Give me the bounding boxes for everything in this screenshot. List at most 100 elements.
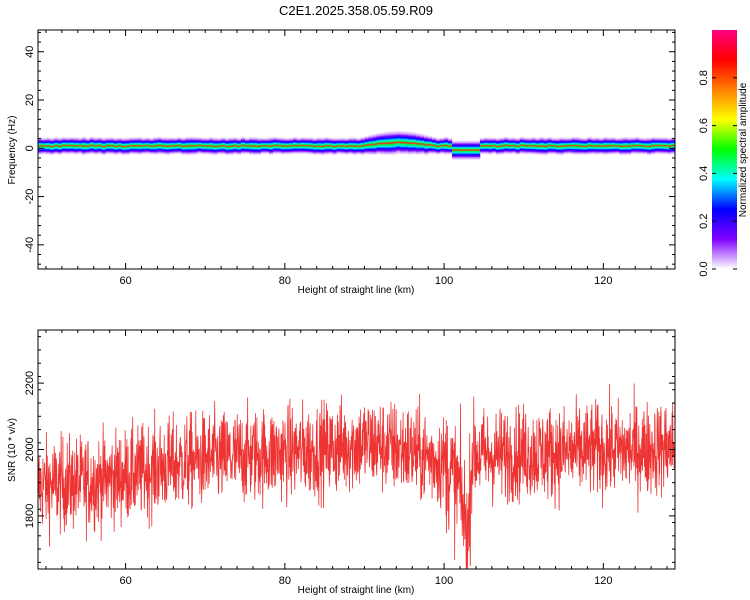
spectrogram-column xyxy=(229,136,234,156)
spectrogram-column xyxy=(479,137,485,155)
spectrogram-ytick-label: -20 xyxy=(24,189,36,205)
spectrogram-column xyxy=(201,136,206,155)
spectrogram-column xyxy=(364,135,369,156)
spectrogram-column xyxy=(256,137,262,156)
colorbar-scale xyxy=(712,30,737,269)
spectrogram-column xyxy=(384,130,389,156)
spectrogram-column xyxy=(535,137,541,156)
spectrogram-column xyxy=(607,136,612,156)
snr-panel: 60 80 100 120 2200 2000 1800 Height of straigh… xyxy=(7,329,676,596)
spectrogram-column xyxy=(651,136,656,156)
spectrogram-column xyxy=(643,137,648,155)
spectrogram-column xyxy=(655,136,660,155)
spectrogram-panel: 60 80 100 120 40 20 0 -20 -40 Height of straight… xyxy=(7,29,676,296)
spectrogram-column xyxy=(296,137,302,155)
spectrogram-column xyxy=(145,136,150,155)
spectrogram-column xyxy=(380,131,385,156)
spectrogram-column xyxy=(49,137,55,156)
spectrogram-column xyxy=(324,136,330,156)
spectrogram-column xyxy=(288,137,294,155)
spectrogram-column xyxy=(165,136,170,156)
spectrogram-column xyxy=(169,136,174,155)
spectrogram-column xyxy=(635,136,640,155)
colorbar-ticks: 0.0 0.2 0.4 0.6 0.8 xyxy=(698,70,737,277)
spectrogram-column xyxy=(547,136,552,155)
snr-series-line xyxy=(38,383,675,569)
spectrogram-ytick-label: 20 xyxy=(24,94,36,106)
spectrogram-column xyxy=(189,136,194,156)
spectrogram-column xyxy=(61,136,67,155)
spectrogram-column xyxy=(388,130,393,156)
spectrogram-column xyxy=(495,137,501,156)
spectrogram-column xyxy=(65,136,71,155)
spectrogram-column xyxy=(543,136,548,156)
spectrogram-column xyxy=(440,136,445,155)
spectrogram-column xyxy=(448,137,453,155)
spectrogram-column xyxy=(507,136,513,155)
spectrogram-column xyxy=(376,132,381,155)
spectrogram-column xyxy=(161,136,166,156)
spectrogram-column xyxy=(432,136,437,155)
spectrogram-ytick-label: 40 xyxy=(24,46,36,58)
colorbar-tick-label: 0.8 xyxy=(698,70,710,85)
spectrogram-column xyxy=(249,136,254,156)
spectrogram-column xyxy=(85,137,91,155)
spectrogram-column xyxy=(185,136,190,156)
spectrogram-column xyxy=(539,136,545,156)
spectrogram-column xyxy=(316,136,322,156)
spectrogram-column xyxy=(57,137,63,156)
spectrogram-frame xyxy=(37,29,676,270)
snr-xtick-label: 100 xyxy=(435,575,453,587)
spectrogram-column xyxy=(53,136,59,155)
spectrogram-column xyxy=(348,136,353,155)
spectrogram-column xyxy=(452,139,457,161)
spectrogram-column xyxy=(631,136,636,155)
colorbar-tick-label: 0.4 xyxy=(698,166,710,181)
colorbar-tick-label: 0.6 xyxy=(698,118,710,133)
snr-ytick-label: 1800 xyxy=(24,504,36,528)
spectrogram-column xyxy=(444,136,449,156)
spectrogram-column xyxy=(260,137,266,155)
spectrogram-column xyxy=(356,137,361,155)
spectrogram-column xyxy=(587,136,592,156)
spectrogram-column xyxy=(559,136,564,156)
spectrogram-column xyxy=(129,136,134,155)
spectrogram-xtick-label: 80 xyxy=(279,275,291,287)
spectrogram-column xyxy=(579,137,584,156)
spectrogram-column xyxy=(527,136,533,155)
spectrogram-column xyxy=(97,136,103,155)
spectrogram-column xyxy=(77,137,83,155)
spectrogram-column xyxy=(659,136,664,155)
spectrogram-column xyxy=(460,139,465,161)
spectrogram-column xyxy=(352,136,357,156)
spectrogram-column xyxy=(368,134,373,156)
spectrogram-column xyxy=(639,137,644,155)
snr-xtick-label: 60 xyxy=(119,575,131,587)
spectrogram-column xyxy=(463,139,469,161)
spectrogram-column xyxy=(225,137,230,156)
spectrogram-column xyxy=(491,136,497,155)
spectrogram-column xyxy=(619,136,624,156)
spectrogram-column xyxy=(424,134,429,156)
spectrogram-column xyxy=(471,139,477,161)
spectrogram-column xyxy=(280,137,286,156)
snr-xtick-label: 80 xyxy=(279,575,291,587)
spectrogram-column xyxy=(209,136,214,156)
spectrogram-column xyxy=(272,136,278,155)
snr-ylabel: SNR (10 * v/v) xyxy=(7,418,18,482)
spectrogram-column xyxy=(611,136,616,155)
spectrogram-column xyxy=(671,136,675,155)
spectrogram-column xyxy=(177,136,182,155)
spectrogram-column xyxy=(149,137,154,155)
spectrogram-column xyxy=(332,137,337,156)
spectrogram-column xyxy=(483,136,489,155)
spectrogram-column xyxy=(499,136,505,156)
spectrogram-column xyxy=(233,136,238,156)
spectrogram-column xyxy=(404,130,409,155)
spectrogram-column xyxy=(515,137,521,156)
colorbar-tick-label: 0.2 xyxy=(698,214,710,229)
spectrogram-column xyxy=(292,136,298,155)
spectrogram-column xyxy=(511,136,517,155)
spectrogram-column xyxy=(436,137,441,156)
spectrogram-column xyxy=(81,136,87,156)
